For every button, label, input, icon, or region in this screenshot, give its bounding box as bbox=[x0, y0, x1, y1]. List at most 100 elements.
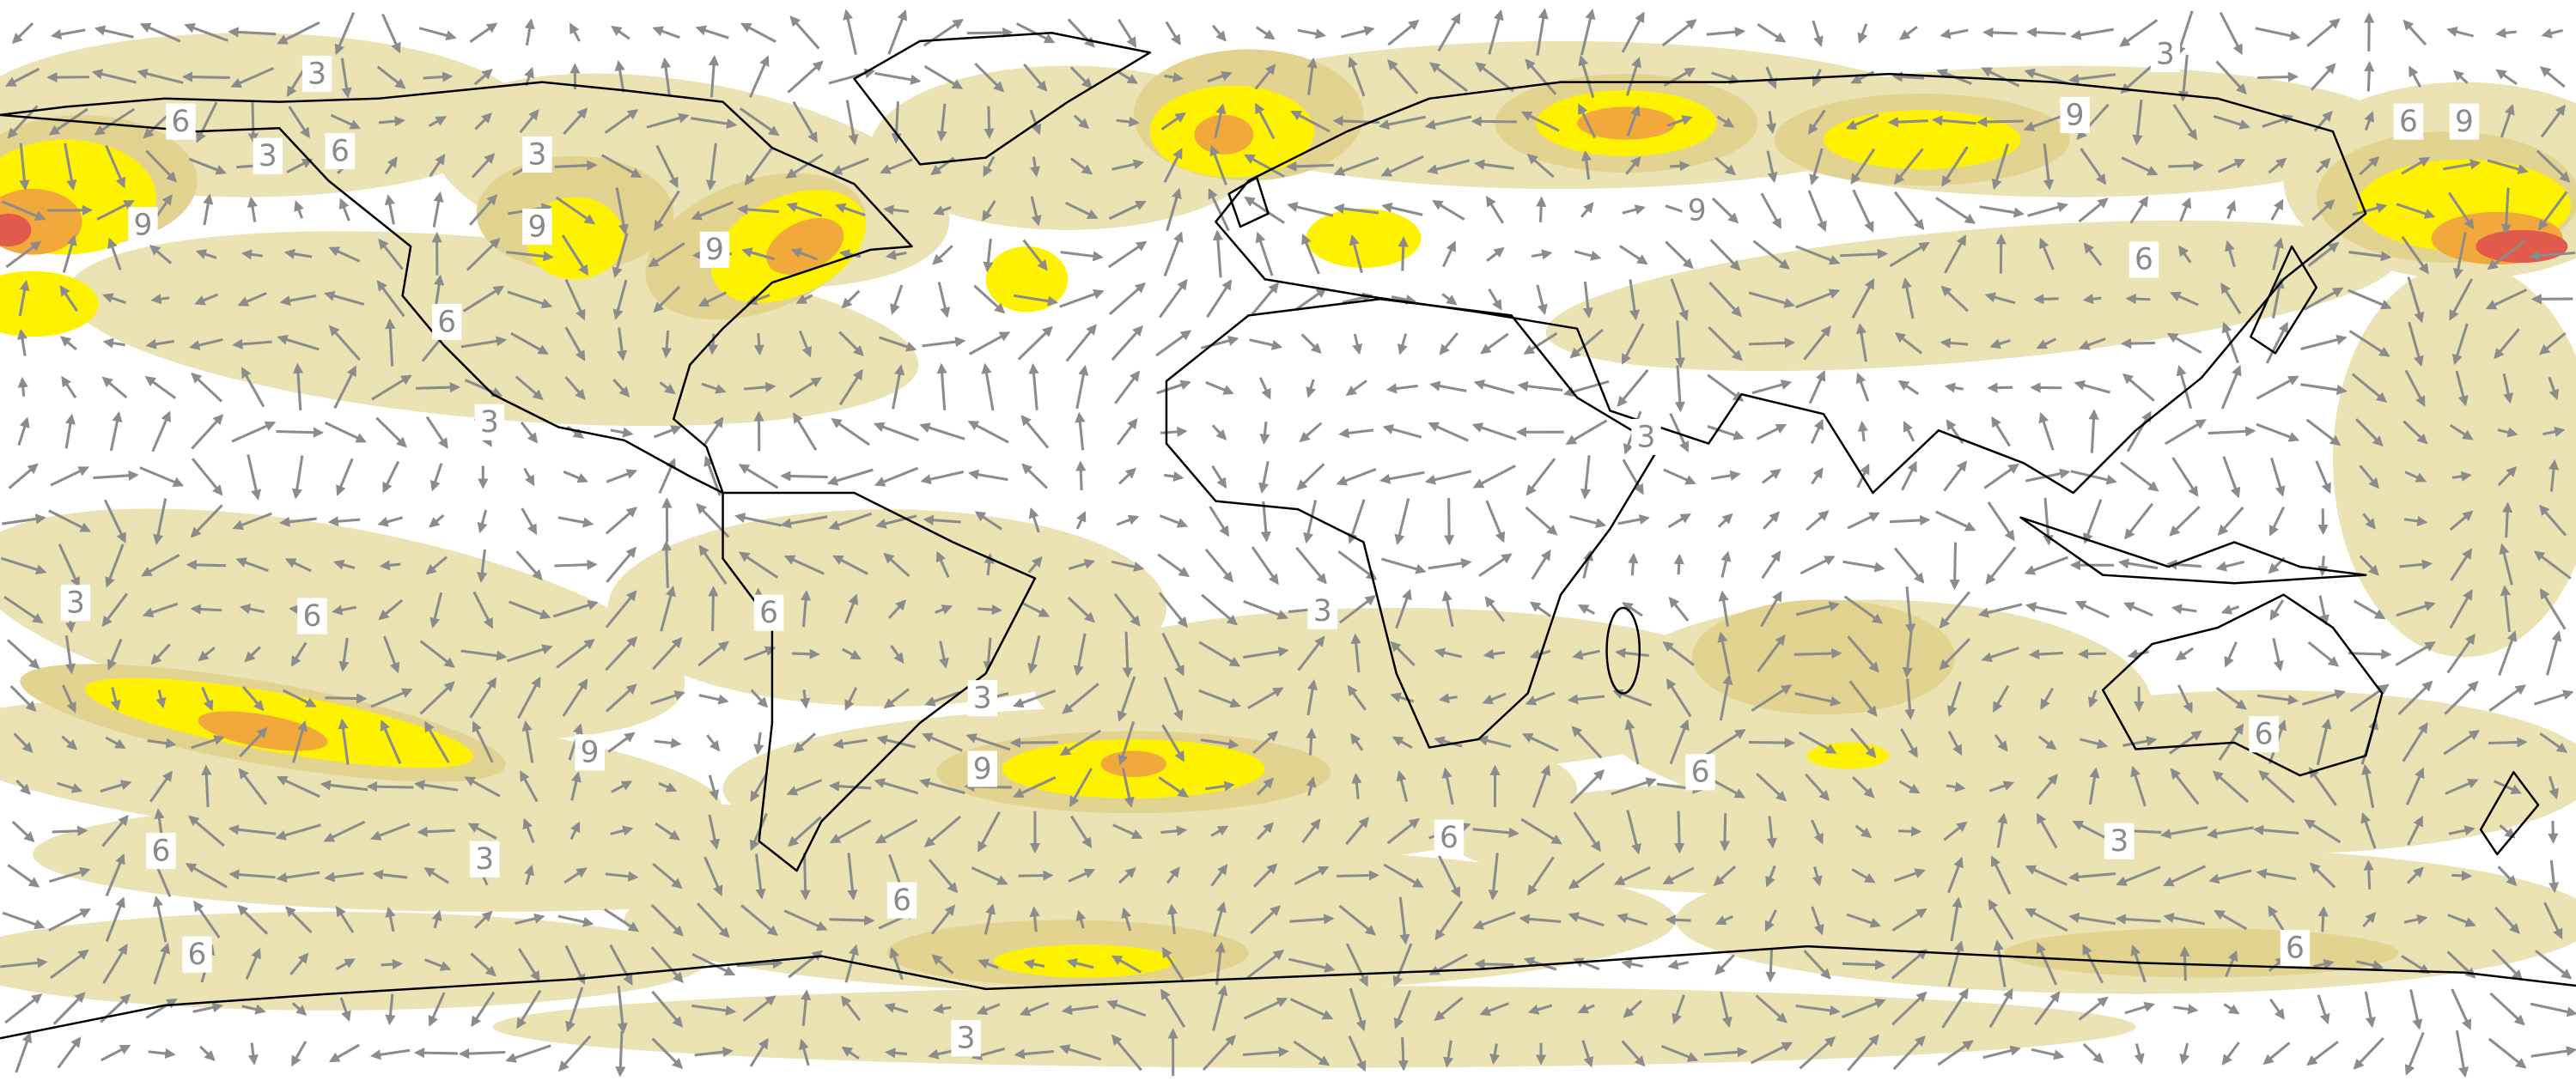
wind-arrow bbox=[2487, 240, 2526, 270]
wind-arrow bbox=[2497, 465, 2518, 487]
wind-arrow bbox=[191, 735, 225, 750]
wind-arrow bbox=[1798, 731, 1837, 754]
wind-arrow bbox=[1626, 105, 1641, 137]
wind-arrow bbox=[563, 107, 588, 136]
wind-arrow bbox=[2074, 600, 2110, 618]
wind-arrow bbox=[610, 427, 634, 438]
wind-arrow bbox=[1243, 599, 1289, 620]
wind-arrow bbox=[650, 690, 685, 705]
contour-label: 6 bbox=[151, 835, 170, 869]
wind-arrow bbox=[2348, 288, 2392, 310]
wind-arrow bbox=[1847, 512, 1880, 530]
wind-arrow bbox=[1749, 337, 1796, 349]
wind-arrow bbox=[2087, 689, 2098, 708]
wind-arrow bbox=[1295, 288, 1327, 311]
wind-arrow bbox=[749, 55, 770, 98]
wind-arrow bbox=[1209, 144, 1227, 186]
wind-arrow bbox=[62, 684, 76, 714]
wind-arrow bbox=[1979, 205, 2025, 218]
wind-arrow bbox=[563, 470, 588, 483]
wind-arrow bbox=[3, 595, 44, 623]
wind-arrow bbox=[1850, 148, 1876, 185]
wind-arrow bbox=[1244, 196, 1285, 224]
wind-arrow bbox=[519, 109, 539, 134]
wind-arrow bbox=[238, 768, 268, 805]
wind-arrow bbox=[1852, 189, 1874, 233]
wind-arrow bbox=[1523, 331, 1558, 355]
wind-arrow bbox=[793, 732, 817, 753]
contour-label: 6 bbox=[2399, 105, 2418, 139]
wind-arrow bbox=[19, 143, 30, 191]
wind-arrow bbox=[2024, 68, 2068, 85]
wind-arrow bbox=[697, 291, 727, 307]
wind-arrow bbox=[1532, 764, 1551, 808]
wind-arrow bbox=[2548, 775, 2559, 800]
contour-label: 3 bbox=[973, 682, 992, 716]
wind-arrow bbox=[2538, 331, 2567, 355]
wind-arrow bbox=[101, 592, 129, 628]
wind-arrow bbox=[932, 245, 953, 265]
wind-arrow bbox=[510, 331, 549, 355]
wind-arrow bbox=[1059, 288, 1105, 308]
wind-arrow bbox=[2402, 721, 2428, 762]
wind-arrow bbox=[2258, 769, 2295, 804]
wind-arrow bbox=[1205, 380, 1234, 395]
wind-arrow bbox=[1752, 240, 1790, 270]
wind-arrow bbox=[1760, 192, 1782, 229]
wind-arrow bbox=[695, 25, 729, 39]
wind-arrow bbox=[2043, 143, 2055, 191]
wind-arrow bbox=[1897, 380, 1920, 396]
wind-arrow bbox=[2074, 380, 2110, 394]
wind-arrow bbox=[105, 544, 125, 588]
wind-arrow bbox=[935, 550, 950, 579]
wind-arrow bbox=[191, 372, 223, 403]
wind-arrow bbox=[2306, 18, 2341, 47]
contour-label: 3 bbox=[480, 405, 499, 440]
wind-arrow bbox=[661, 57, 672, 95]
wind-arrow bbox=[738, 464, 779, 489]
wind-arrow bbox=[2548, 376, 2560, 401]
wind-arrow bbox=[1471, 422, 1517, 441]
wind-arrow bbox=[523, 467, 535, 487]
wind-arrow bbox=[2543, 426, 2566, 437]
contour-label: 9 bbox=[581, 736, 600, 770]
wind-arrow bbox=[974, 62, 1005, 93]
wind-arrow bbox=[1943, 234, 1967, 274]
wind-arrow bbox=[557, 516, 594, 528]
wind-arrow bbox=[137, 68, 184, 84]
wind-arrow bbox=[524, 18, 535, 46]
wind-arrow bbox=[2083, 242, 2103, 266]
wind-arrow bbox=[1707, 425, 1745, 440]
wind-arrow bbox=[708, 814, 721, 850]
contour-region bbox=[1824, 110, 2021, 170]
wind-arrow bbox=[2537, 191, 2568, 231]
wind-arrow bbox=[1117, 70, 1139, 84]
wind-arrow bbox=[1766, 150, 1778, 184]
wind-arrow bbox=[1255, 26, 1276, 40]
wind-arrow bbox=[1068, 558, 1096, 570]
wind-arrow bbox=[1254, 102, 1276, 140]
wind-arrow bbox=[2409, 65, 2422, 88]
wind-arrow bbox=[739, 107, 780, 137]
wind-arrow bbox=[831, 157, 869, 175]
wind-arrow bbox=[418, 27, 457, 41]
wind-arrow bbox=[2027, 202, 2069, 217]
wind-arrow bbox=[2171, 604, 2197, 615]
wind-arrow bbox=[753, 732, 764, 756]
wind-arrow bbox=[428, 116, 448, 127]
wind-arrow bbox=[1297, 635, 1325, 671]
wind-arrow bbox=[141, 554, 180, 577]
wind-arrow bbox=[983, 155, 996, 178]
wind-arrow bbox=[1569, 328, 1604, 359]
wind-arrow bbox=[1336, 468, 1377, 486]
wind-arrow bbox=[883, 204, 910, 216]
wind-arrow bbox=[2175, 10, 2194, 57]
wind-arrow bbox=[1243, 646, 1289, 659]
wind-arrow bbox=[1674, 320, 1685, 368]
wind-arrow bbox=[2450, 548, 2473, 581]
wind-arrow bbox=[1113, 592, 1141, 627]
wind-arrow bbox=[2172, 103, 2198, 141]
wind-arrow bbox=[198, 647, 216, 662]
wind-arrow bbox=[378, 598, 404, 621]
wind-arrow bbox=[2487, 159, 2529, 174]
